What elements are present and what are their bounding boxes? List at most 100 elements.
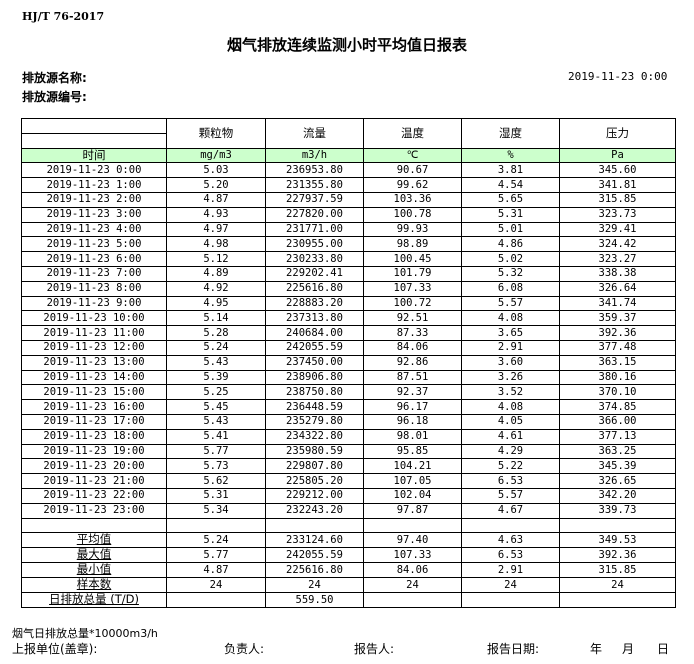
table-row: 2019-11-23 19:00 5.77 235980.59 95.85 4.29 36…: [21, 443, 676, 460]
cell: [363, 592, 462, 609]
cell: 227820.00: [265, 206, 364, 223]
cell: 5.65: [461, 191, 560, 208]
cell: 236448.59: [265, 399, 364, 415]
cell: 374.85: [559, 399, 676, 415]
cell: 5.32: [461, 265, 560, 282]
cell: 107.33: [363, 547, 462, 564]
cell: 4.92: [166, 280, 266, 297]
cell: 5.77: [166, 547, 266, 564]
cell: 242055.59: [265, 547, 364, 564]
cell: 377.48: [559, 339, 676, 356]
table-row: 2019-11-23 0:00 5.03 236953.80 90.67 3.81 345…: [21, 162, 676, 179]
cell: [559, 592, 676, 609]
empty-row: [21, 517, 676, 534]
cell: 5.73: [166, 458, 266, 475]
cell: 380.16: [559, 369, 676, 386]
cell: 3.81: [461, 162, 560, 179]
cell: [461, 592, 560, 609]
cell: 4.89: [166, 265, 266, 282]
row-label: 平均值: [21, 532, 167, 549]
cell: 24: [461, 577, 560, 594]
cell: 5.20: [166, 177, 266, 193]
stat-label: 最大值: [76, 547, 112, 562]
row-label: 2019-11-23 6:00: [21, 251, 167, 267]
row-label: 2019-11-23 0:00: [21, 162, 167, 179]
cell: 24: [559, 577, 676, 594]
cell: 5.03: [166, 162, 266, 179]
row-label: 2019-11-23 2:00: [21, 191, 167, 208]
cell: 225616.80: [265, 280, 364, 297]
cell: 237450.00: [265, 354, 364, 371]
cell: 230233.80: [265, 251, 364, 267]
cell: 4.87: [166, 191, 266, 208]
blank-header-cell: [21, 132, 167, 149]
cell: 5.43: [166, 413, 266, 430]
row-label: 2019-11-23 22:00: [21, 487, 167, 504]
table-row: 2019-11-23 11:00 5.28 240684.00 87.33 3.65 39…: [21, 325, 676, 341]
cell: 359.37: [559, 310, 676, 327]
cell: 363.25: [559, 443, 676, 460]
standard-code: HJ/T 76-2017: [22, 10, 105, 23]
cell: 342.20: [559, 487, 676, 504]
cell: 6.08: [461, 280, 560, 297]
cell: 234322.80: [265, 428, 364, 445]
row-label: 2019-11-23 23:00: [21, 502, 167, 519]
table-row: 2019-11-23 15:00 5.25 238750.80 92.37 3.52 37…: [21, 384, 676, 401]
cell: 5.43: [166, 354, 266, 371]
cell: 345.60: [559, 162, 676, 179]
cell: 4.08: [461, 310, 560, 327]
time-header: 时间: [21, 147, 167, 164]
table-row: 2019-11-23 21:00 5.62 225805.20 107.05 6.53 3…: [21, 473, 676, 489]
table-row: 2019-11-23 8:00 4.92 225616.80 107.33 6.08 32…: [21, 280, 676, 297]
row-label: 日排放总量 (T/D): [21, 592, 167, 609]
cell: 326.64: [559, 280, 676, 297]
year-label: 年: [590, 642, 603, 656]
cell: 103.36: [363, 191, 462, 208]
table-row: 2019-11-23 2:00 4.87 227937.59 103.36 5.65 31…: [21, 191, 676, 208]
row-label: 最大值: [21, 547, 167, 564]
cell: 5.34: [166, 502, 266, 519]
cell: 238906.80: [265, 369, 364, 386]
cell: 4.95: [166, 295, 266, 312]
cell: 24: [363, 577, 462, 594]
note: 烟气日排放总量*10000m3/h: [12, 627, 158, 640]
cell: 96.17: [363, 399, 462, 415]
cell: 237313.80: [265, 310, 364, 327]
cell: 107.05: [363, 473, 462, 489]
cell: 84.06: [363, 339, 462, 356]
cell: 5.24: [166, 532, 266, 549]
cell: 4.61: [461, 428, 560, 445]
cell: 559.50: [265, 592, 364, 609]
table-row: 2019-11-23 22:00 5.31 229212.00 102.04 5.57 3…: [21, 487, 676, 504]
cell: 229212.00: [265, 487, 364, 504]
cell: 392.36: [559, 547, 676, 564]
row-label: 2019-11-23 8:00: [21, 280, 167, 297]
cell: 5.28: [166, 325, 266, 341]
row-label: 2019-11-23 21:00: [21, 473, 167, 489]
cell: 370.10: [559, 384, 676, 401]
table-row: 2019-11-23 6:00 5.12 230233.80 100.45 5.02 32…: [21, 251, 676, 267]
cell: 95.85: [363, 443, 462, 460]
row-label: 2019-11-23 11:00: [21, 325, 167, 341]
cell: 231771.00: [265, 221, 364, 238]
table-row: 2019-11-23 3:00 4.93 227820.00 100.78 5.31 32…: [21, 206, 676, 223]
row-label: 样本数: [21, 577, 167, 594]
cell: 3.60: [461, 354, 560, 371]
cell: 102.04: [363, 487, 462, 504]
unit-cell: ℃: [363, 147, 462, 164]
cell: 366.00: [559, 413, 676, 430]
table-row: 2019-11-23 20:00 5.73 229807.80 104.21 5.22 3…: [21, 458, 676, 475]
cell: 3.52: [461, 384, 560, 401]
cell: 5.31: [166, 487, 266, 504]
stat-label: 平均值: [76, 532, 112, 547]
cell: 99.62: [363, 177, 462, 193]
unit-cell: Pa: [559, 147, 676, 164]
stats-row: 平均值 5.24 233124.60 97.40 4.63 349.53: [21, 532, 676, 549]
cell: 339.73: [559, 502, 676, 519]
cell: 363.15: [559, 354, 676, 371]
report-table: 颗粒物 流量 温度 湿度 压力 时间 mg/m3 m3/h ℃ % Pa 201…: [21, 118, 676, 609]
table-row: 2019-11-23 23:00 5.34 232243.20 97.87 4.67 33…: [21, 502, 676, 519]
stat-label: 最小值: [76, 562, 112, 577]
cell: 92.37: [363, 384, 462, 401]
cell: 4.05: [461, 413, 560, 430]
